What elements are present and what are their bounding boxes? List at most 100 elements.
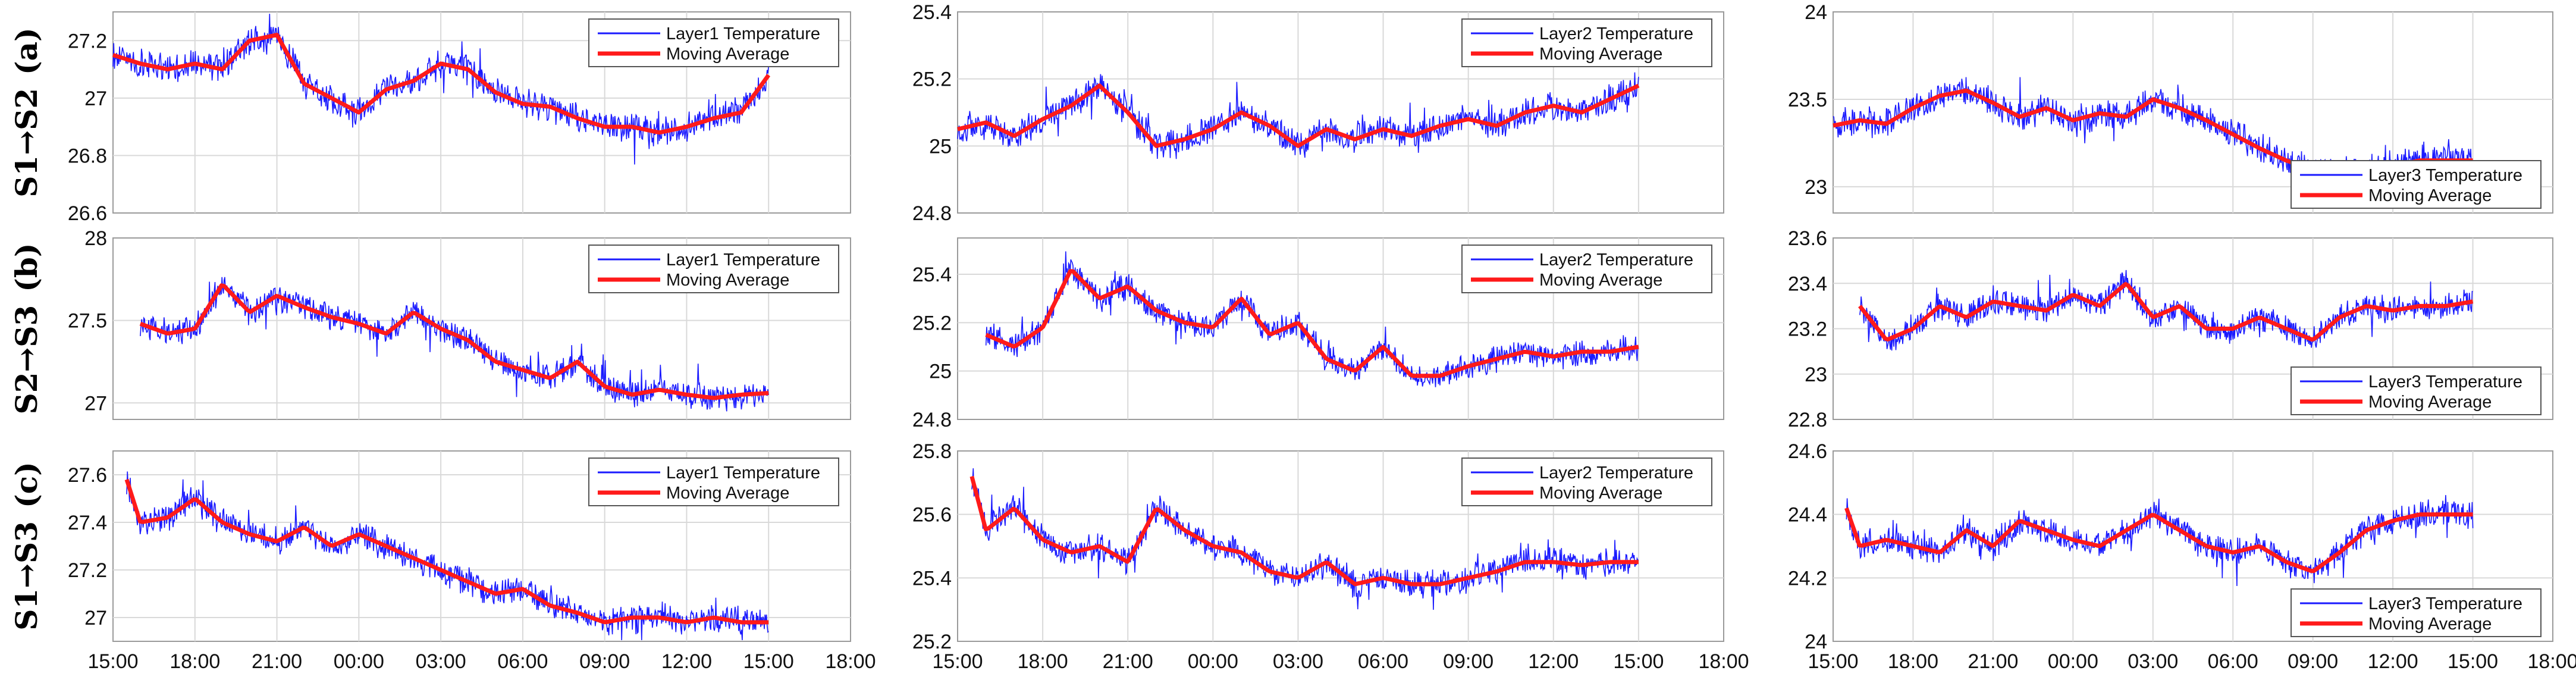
x-tick-label: 15:00 xyxy=(1613,650,1664,673)
y-tick-label: 25.6 xyxy=(912,504,952,527)
y-tick-label: 25 xyxy=(929,361,952,383)
legend-box xyxy=(1461,245,1712,293)
series-moving-average xyxy=(969,475,1639,587)
y-tick-label: 24 xyxy=(1805,1,1827,24)
y-tick-label: 27.2 xyxy=(68,30,107,52)
legend-label-avg: Moving Average xyxy=(2368,615,2492,634)
series-raw-temperature xyxy=(112,14,769,165)
y-tick-label: 26.8 xyxy=(68,145,107,167)
panel-r2-c0: 27 27.2 27.4 27.6 15:00 18:00 21:00 00:00 03:00 0… xyxy=(68,450,876,673)
y-tick-label: 25 xyxy=(929,135,952,158)
x-tick-label: 21:00 xyxy=(252,650,302,673)
legend-label-raw: Layer2 Temperature xyxy=(1539,24,1693,43)
legend-box xyxy=(1461,18,1712,67)
x-tick-label: 00:00 xyxy=(1188,650,1238,673)
x-tick-label: 21:00 xyxy=(1968,650,2018,673)
series-moving-average xyxy=(124,478,769,625)
x-tick-label: 00:00 xyxy=(334,650,384,673)
y-tick-label: 27.4 xyxy=(68,512,107,534)
series-moving-average xyxy=(957,83,1640,148)
legend-label-raw: Layer1 Temperature xyxy=(666,24,820,43)
panel-r0-c0: 26.6 26.8 27 27.2 Layer1 Temperature Moving A… xyxy=(68,11,851,225)
x-tick-label: 03:00 xyxy=(1273,650,1323,673)
x-tick-label: 03:00 xyxy=(2128,650,2178,673)
y-tick-label: 22.8 xyxy=(1788,409,1827,431)
legend-label-raw: Layer1 Temperature xyxy=(666,250,820,270)
x-tick-label: 12:00 xyxy=(661,650,712,673)
legend: Layer1 Temperature Moving Average xyxy=(588,18,839,67)
legend-box xyxy=(588,245,839,293)
y-tick-label: 24.8 xyxy=(912,409,952,431)
legend-label-raw: Layer3 Temperature xyxy=(2368,594,2522,613)
series-moving-average xyxy=(112,33,771,135)
legend-label-avg: Moving Average xyxy=(2368,393,2492,412)
y-tick-label: 27 xyxy=(84,392,107,415)
x-tick-label: 18:00 xyxy=(2527,650,2576,673)
row-label: S1→S2(a) xyxy=(9,27,44,197)
legend-label-avg: Moving Average xyxy=(666,45,789,64)
legend: Layer1 Temperature Moving Average xyxy=(588,457,839,506)
legend-label-avg: Moving Average xyxy=(1539,271,1662,290)
series-raw-temperature xyxy=(971,468,1639,610)
y-tick-label: 23.6 xyxy=(1788,227,1827,250)
legend-label-raw: Layer1 Temperature xyxy=(666,463,820,482)
x-tick-label: 00:00 xyxy=(2048,650,2098,673)
legend-box xyxy=(2291,160,2542,209)
series-raw-temperature xyxy=(1846,495,2474,587)
y-tick-label: 25.4 xyxy=(912,1,952,24)
y-tick-label: 27 xyxy=(84,87,107,110)
y-tick-label: 23 xyxy=(1805,176,1827,199)
legend-label-raw: Layer2 Temperature xyxy=(1539,250,1693,270)
y-tick-label: 25.2 xyxy=(912,631,952,653)
legend-box xyxy=(588,457,839,506)
series-moving-average xyxy=(1858,282,2474,342)
y-tick-label: 24.8 xyxy=(912,202,952,225)
x-tick-label: 21:00 xyxy=(1103,650,1153,673)
x-tick-label: 15:00 xyxy=(743,650,794,673)
y-tick-label: 24.2 xyxy=(1788,567,1827,590)
legend: Layer2 Temperature Moving Average xyxy=(1461,457,1712,506)
series-moving-average xyxy=(139,283,769,400)
y-tick-label: 23.2 xyxy=(1788,318,1827,341)
y-tick-label: 27.2 xyxy=(68,559,107,582)
x-tick-label: 09:00 xyxy=(2288,650,2338,673)
x-tick-label: 18:00 xyxy=(170,650,220,673)
y-tick-label: 27.5 xyxy=(68,310,107,333)
x-tick-label: 03:00 xyxy=(416,650,466,673)
series-moving-average xyxy=(1844,507,2473,574)
x-tick-label: 15:00 xyxy=(2448,650,2498,673)
legend-label-raw: Layer2 Temperature xyxy=(1539,463,1693,482)
y-tick-label: 25.2 xyxy=(912,68,952,91)
y-tick-label: 28 xyxy=(84,227,107,250)
legend-box xyxy=(2291,588,2542,637)
panel-r1-c2: 22.8 23 23.2 23.4 23.6 Layer3 Temperature Movi… xyxy=(1788,227,2553,431)
y-tick-label: 27 xyxy=(84,607,107,629)
legend-label-avg: Moving Average xyxy=(1539,484,1662,503)
x-tick-label: 06:00 xyxy=(2208,650,2258,673)
y-tick-label: 23.4 xyxy=(1788,272,1827,295)
legend-box xyxy=(2291,366,2542,415)
y-tick-label: 24.4 xyxy=(1788,504,1827,527)
series-raw-temperature xyxy=(957,72,1639,159)
x-tick-label: 06:00 xyxy=(1358,650,1408,673)
row-label: S2→S3(b) xyxy=(9,243,44,415)
series-moving-average xyxy=(985,269,1639,378)
legend: Layer3 Temperature Moving Average xyxy=(2291,588,2542,637)
legend-label-avg: Moving Average xyxy=(2368,186,2492,205)
y-tick-label: 25.8 xyxy=(912,440,952,463)
y-tick-label: 25.4 xyxy=(912,567,952,590)
legend-box xyxy=(588,18,839,67)
legend-label-raw: Layer3 Temperature xyxy=(2368,166,2522,185)
y-tick-label: 26.6 xyxy=(68,202,107,225)
panel-r2-c1: 25.2 25.4 25.6 25.8 15:00 18:00 21:00 00:00 03:0… xyxy=(912,440,1749,673)
x-tick-label: 18:00 xyxy=(825,650,876,673)
panel-r2-c2: 24 24.2 24.4 24.6 15:00 18:00 21:00 00:00 03:00 0… xyxy=(1788,440,2576,673)
legend-label-raw: Layer3 Temperature xyxy=(2368,372,2522,391)
y-tick-label: 25.2 xyxy=(912,312,952,334)
y-tick-label: 24.6 xyxy=(1788,440,1827,463)
